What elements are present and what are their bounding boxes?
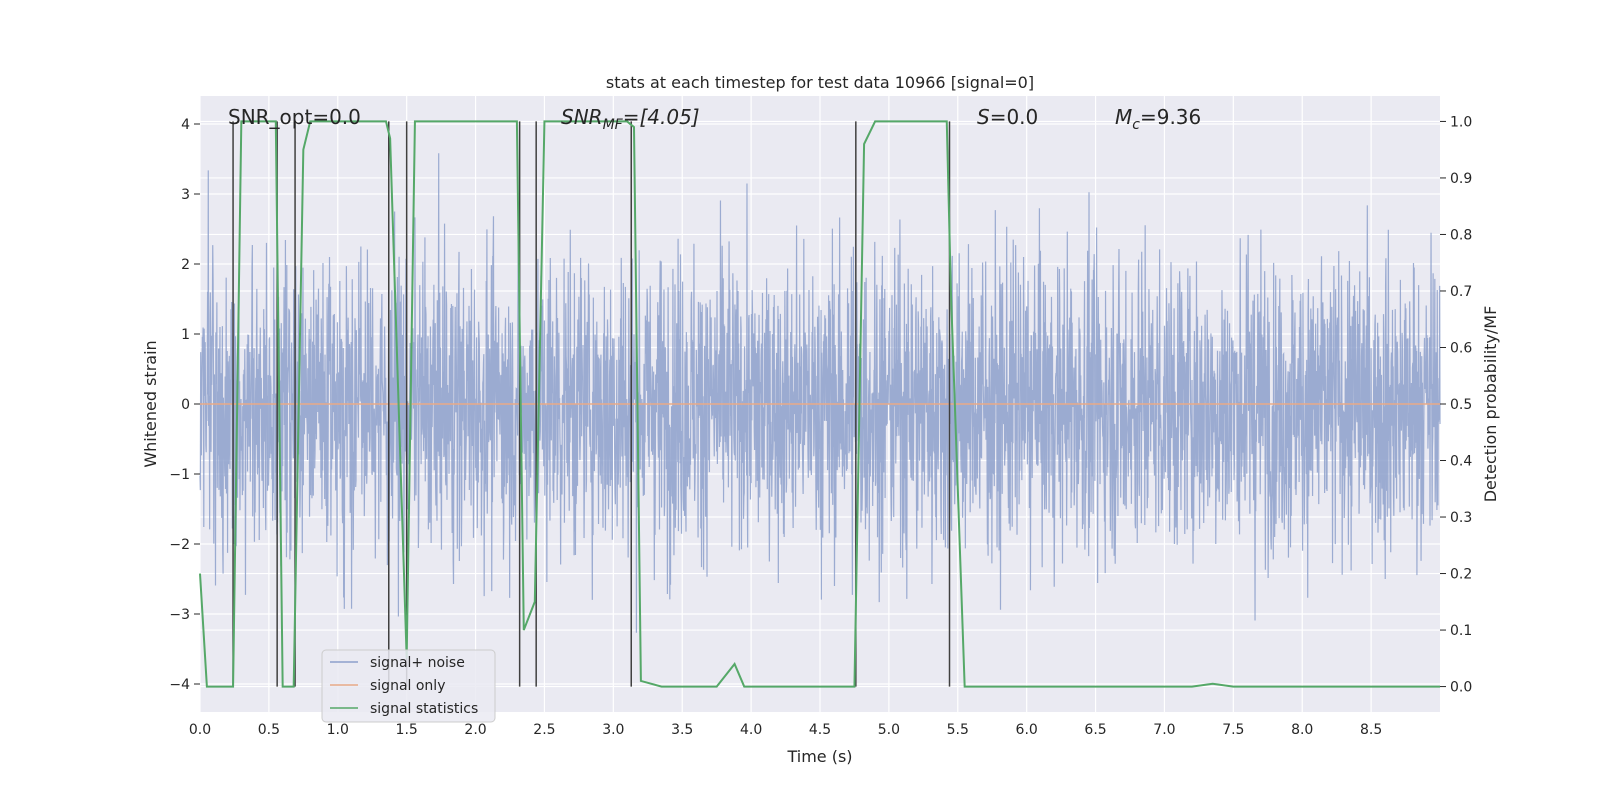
x-tick-label: 8.0 — [1291, 722, 1313, 738]
y-tick-label: −1 — [169, 467, 190, 483]
y-tick-label: −4 — [169, 677, 190, 693]
x-tick-label: 6.5 — [1084, 722, 1106, 738]
y2-tick-label: 1.0 — [1450, 114, 1472, 130]
legend: signal+ noise signal only signal statist… — [321, 649, 496, 723]
y2-tick-label: 0.7 — [1450, 284, 1472, 300]
y-axis-label: Whitened strain — [141, 340, 160, 467]
annotation-mc-main: M — [1115, 105, 1132, 129]
y2-tick-label: 0.4 — [1450, 454, 1472, 470]
annotation-snr-mf-main: SNR — [561, 105, 603, 129]
x-tick-label: 0.0 — [189, 722, 211, 738]
x-tick-label: 1.5 — [396, 722, 418, 738]
x-tick-label: 0.5 — [258, 722, 280, 738]
x-tick-label: 2.0 — [464, 722, 486, 738]
annotation-snr-mf: SNRMF=[4.05] — [561, 105, 700, 133]
x-tick-label: 6.0 — [1016, 722, 1038, 738]
x-tick-label: 7.5 — [1222, 722, 1244, 738]
annotation-mc-value: =9.36 — [1140, 105, 1201, 129]
y2-tick-label: 0.1 — [1450, 623, 1472, 639]
y-tick-label: −3 — [169, 607, 190, 623]
statistics-line — [199, 120, 1440, 688]
y-tick-label: 3 — [181, 187, 190, 203]
legend-box — [321, 649, 496, 723]
annotation-snr-mf-value: =[4.05] — [623, 105, 700, 129]
y-tick-label: 4 — [181, 117, 190, 133]
y2-tick-label: 0.5 — [1450, 397, 1472, 413]
chart-title: stats at each timestep for test data 109… — [606, 73, 1034, 92]
y2-tick-label: 0.3 — [1450, 510, 1472, 526]
y-tick-label: 1 — [181, 327, 190, 343]
annotation-s-main: S — [977, 105, 990, 129]
y2-tick-label: 0.2 — [1450, 567, 1472, 583]
y2-tick-label: 0.8 — [1450, 227, 1472, 243]
x-tick-label: 1.0 — [327, 722, 349, 738]
annotation-s-value: =0.0 — [990, 105, 1039, 129]
y2-axis-label: Detection probability/MF — [1481, 306, 1500, 503]
x-tick-label: 5.5 — [947, 722, 969, 738]
annotation-snr-opt: SNR_opt=0.0 — [228, 105, 361, 129]
legend-label-signal-noise: signal+ noise — [370, 655, 465, 671]
y2-tick-label: 0.6 — [1450, 340, 1472, 356]
x-tick-label: 7.0 — [1153, 722, 1175, 738]
y-tick-label: 2 — [181, 257, 190, 273]
x-tick-label: 2.5 — [533, 722, 555, 738]
annotation-snr-mf-sub: MF — [603, 117, 624, 133]
annotation-mc: Mc=9.36 — [1115, 105, 1201, 133]
y-tick-label: 0 — [181, 397, 190, 413]
series-signal-statistics — [199, 120, 1440, 688]
x-tick-label: 3.0 — [602, 722, 624, 738]
annotation-mc-sub: c — [1132, 117, 1140, 133]
x-tick-label: 4.5 — [809, 722, 831, 738]
x-tick-label: 3.5 — [671, 722, 693, 738]
x-tick-label: 8.5 — [1360, 722, 1382, 738]
y2-tick-label: 0.9 — [1450, 171, 1472, 187]
y2-tick-label: 0.0 — [1450, 680, 1472, 696]
x-tick-label: 5.0 — [878, 722, 900, 738]
x-axis-label: Time (s) — [786, 747, 852, 766]
legend-label-signal-statistics: signal statistics — [370, 701, 478, 717]
y-tick-label: −2 — [169, 537, 190, 553]
legend-label-signal-only: signal only — [370, 678, 445, 694]
annotation-s: S=0.0 — [977, 105, 1038, 129]
axis-ticks: 0.0 0.5 1.0 1.5 2.0 2.5 3.0 3.5 4.0 4.5 5.0 5.5 6.0 6… — [169, 114, 1472, 738]
x-tick-label: 4.0 — [740, 722, 762, 738]
